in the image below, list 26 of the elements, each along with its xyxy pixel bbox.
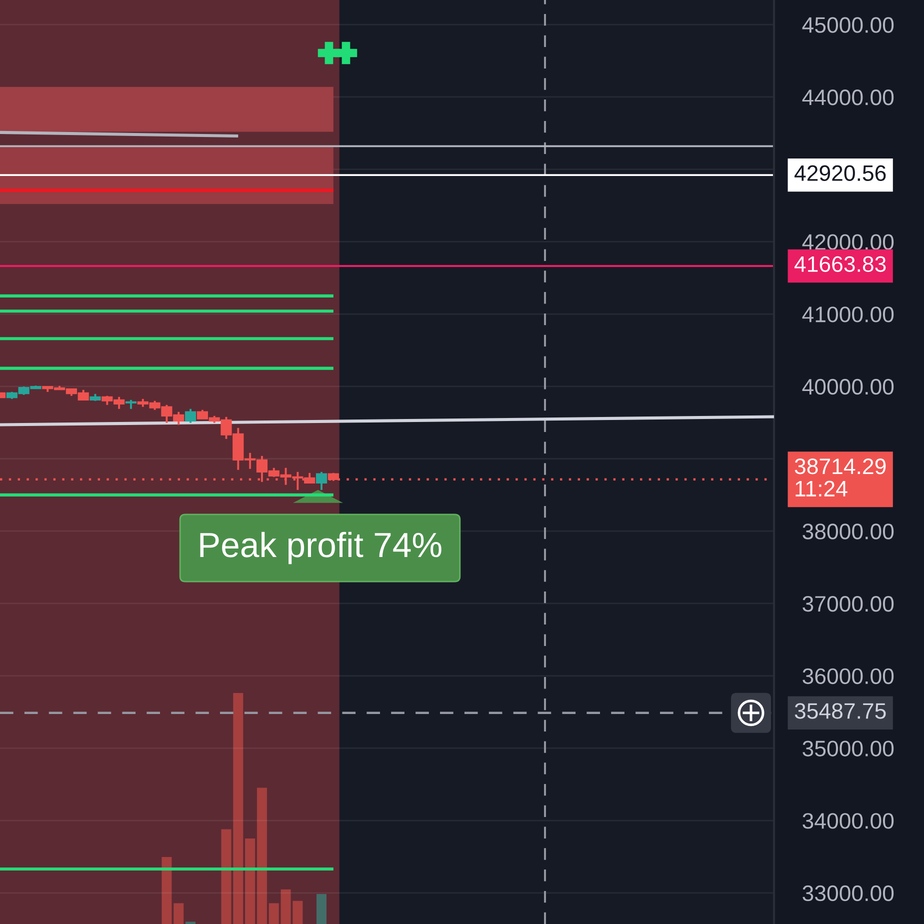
ref-line-label: 42920.56 bbox=[794, 165, 886, 182]
y-tick-label: 44000.00 bbox=[802, 89, 894, 106]
candlestick bbox=[316, 470, 328, 491]
y-tick-label: 37000.00 bbox=[802, 596, 894, 612]
y-tick-label: 38000.00 bbox=[802, 524, 894, 540]
bar bbox=[162, 857, 172, 924]
y-tick-label: 36000.00 bbox=[802, 668, 894, 684]
y-tick-label: 34000.00 bbox=[802, 813, 894, 829]
bar bbox=[268, 903, 279, 924]
ref-line-label: 35487.75 bbox=[794, 703, 886, 719]
bar bbox=[245, 838, 256, 924]
y-tick-label: 42000.00 bbox=[802, 234, 894, 250]
y-tick-label: 35000.00 bbox=[802, 740, 894, 756]
y-tick-label: 33000.00 bbox=[802, 885, 894, 902]
bar bbox=[233, 693, 244, 924]
ref-line-label: 38714.29 11:24 bbox=[794, 458, 886, 496]
y-tick-label: 40000.00 bbox=[802, 378, 894, 395]
bar bbox=[174, 903, 184, 924]
bar bbox=[256, 788, 267, 924]
y-tick-label: 41000.00 bbox=[802, 306, 894, 322]
ref-line-label: 41663.83 bbox=[794, 256, 886, 272]
annotation: Peak profit 74% bbox=[200, 532, 442, 564]
bar bbox=[221, 829, 232, 924]
bar bbox=[316, 894, 327, 924]
candlestick bbox=[184, 408, 196, 424]
y-tick-label: 45000.00 bbox=[802, 17, 894, 33]
